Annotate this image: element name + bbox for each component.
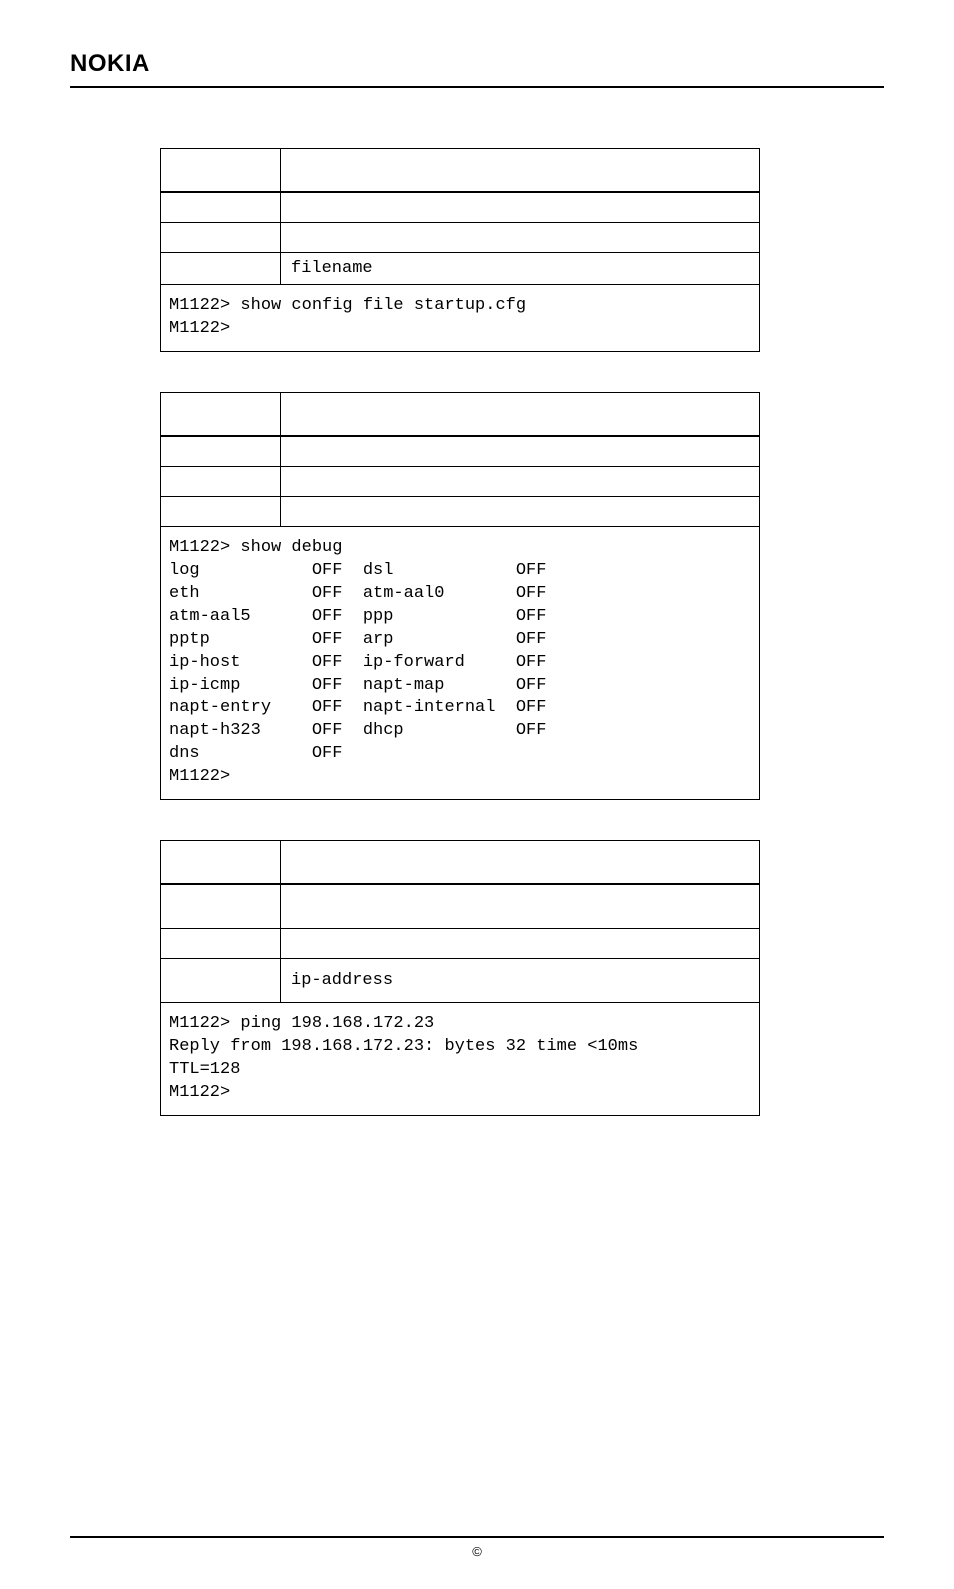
block1-param-value: filename [281,253,759,284]
block2-row-1-right [281,437,759,466]
block3-header-row [161,841,759,885]
page-footer: © [70,1536,884,1559]
block1-param-left [161,253,281,284]
copyright-symbol: © [472,1544,482,1559]
block3-row-2-right [281,929,759,958]
block1-header-right [281,149,759,191]
block3-param-left [161,959,281,1002]
block3-row-1-right [281,885,759,928]
block2-row-3-left [161,497,281,526]
block1-row-1-right [281,193,759,222]
block1-example: M1122> show config file startup.cfg M112… [161,285,759,351]
block1-header-row [161,149,759,193]
block1-param-row: filename [161,253,759,285]
block3-header-left [161,841,281,883]
block2-row-1-left [161,437,281,466]
block3-header-right [281,841,759,883]
block1-row-2-right [281,223,759,252]
block3-param-value: ip-address [281,959,759,1002]
block2-header-row [161,393,759,437]
block2-row-2-left [161,467,281,496]
block3-row-2 [161,929,759,959]
block3-row-1 [161,885,759,929]
block2-row-2 [161,467,759,497]
block2-row-3-right [281,497,759,526]
block1-row-1-left [161,193,281,222]
block2-header-left [161,393,281,435]
block3-row-1-left [161,885,281,928]
block1-row-1 [161,193,759,223]
block2-row-3 [161,497,759,527]
page-header: NOKIA [70,50,884,88]
command-block-2: M1122> show debug log OFF dsl OFF eth OF… [160,392,760,800]
block2-header-right [281,393,759,435]
nokia-logo: NOKIA [70,50,150,77]
block1-row-2 [161,223,759,253]
block1-header-left [161,149,281,191]
block3-param-row: ip-address [161,959,759,1003]
block2-row-1 [161,437,759,467]
block2-row-2-right [281,467,759,496]
command-block-3: ip-address M1122> ping 198.168.172.23 Re… [160,840,760,1116]
block1-row-2-left [161,223,281,252]
block3-row-2-left [161,929,281,958]
command-block-1: filename M1122> show config file startup… [160,148,760,352]
block3-example: M1122> ping 198.168.172.23 Reply from 19… [161,1003,759,1115]
block2-example: M1122> show debug log OFF dsl OFF eth OF… [161,527,759,799]
